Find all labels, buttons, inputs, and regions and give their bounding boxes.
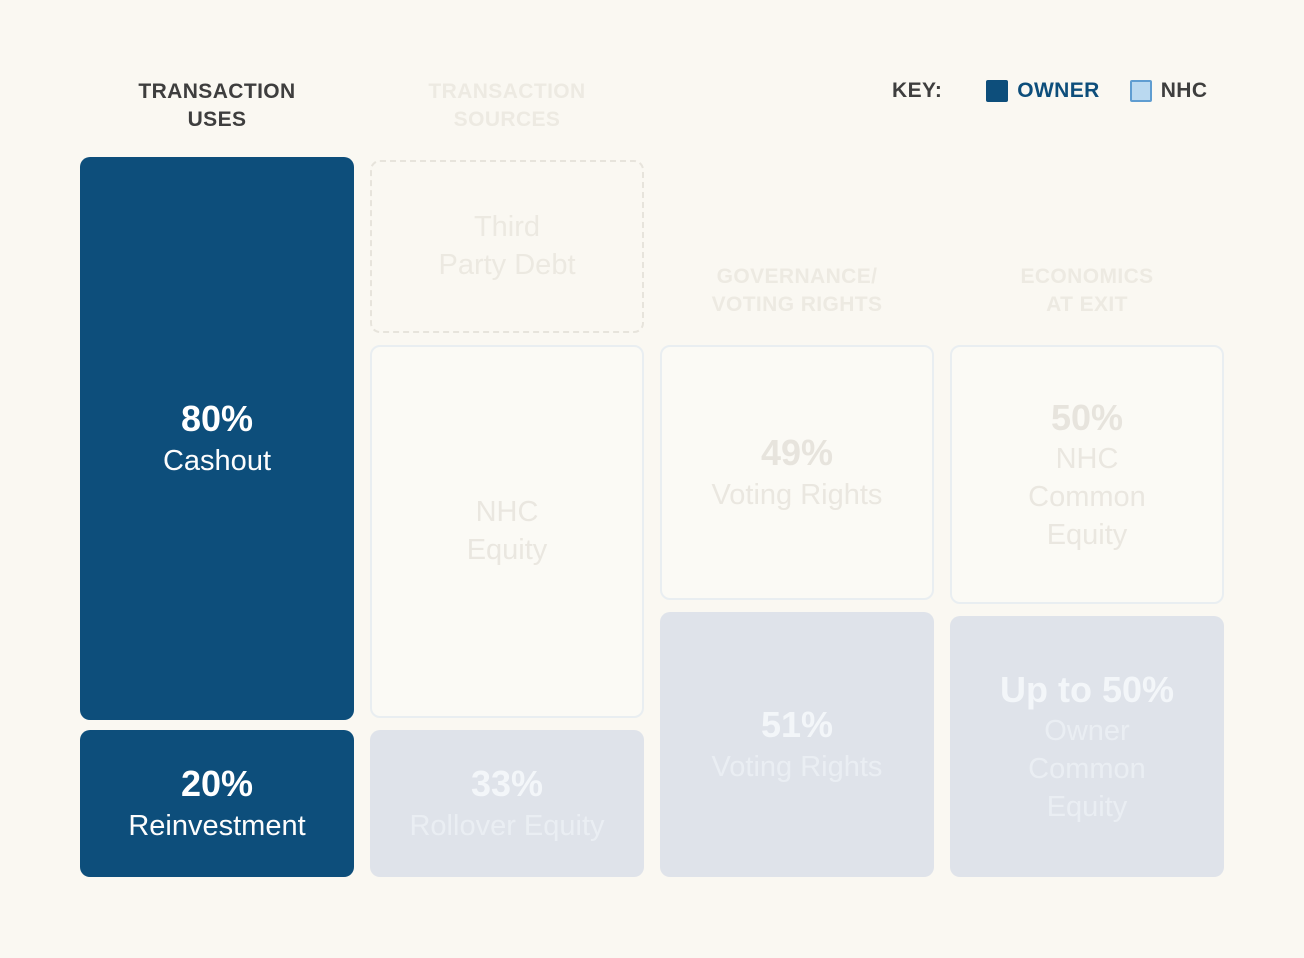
block-reinvestment: 20% Reinvestment <box>80 730 354 877</box>
column-header-economics-at-exit: ECONOMICS AT EXIT <box>1020 265 1154 317</box>
legend-nhc-label: NHC <box>1160 79 1208 102</box>
block-owner-voting-rights-value: 51% <box>760 704 834 746</box>
block-owner-voting-rights-label: Voting Rights <box>711 751 883 784</box>
block-rollover-equity-value: 33% <box>470 763 544 805</box>
block-nhc-equity-label: NHC Equity <box>466 495 548 566</box>
block-nhc-voting-rights-label: Voting Rights <box>711 479 883 512</box>
column-header-transaction-uses: TRANSACTION USES <box>138 80 296 132</box>
block-reinvestment-value: 20% <box>180 763 254 805</box>
block-third-party-debt: Third Party Debt <box>370 160 644 333</box>
block-nhc-voting-rights: 49% Voting Rights <box>660 345 934 600</box>
block-owner-common-equity-label: Owner Common Equity <box>1028 715 1146 823</box>
block-owner-common-equity-value: Up to 50% <box>999 668 1175 710</box>
block-owner-voting-rights: 51% Voting Rights <box>660 612 934 877</box>
block-rollover-equity: 33% Rollover Equity <box>370 730 644 877</box>
block-owner-common-equity: Up to 50% Owner Common Equity <box>950 616 1224 877</box>
block-cashout: 80% Cashout <box>80 157 354 720</box>
block-reinvestment-label: Reinvestment <box>128 810 306 843</box>
block-nhc-equity: NHC Equity <box>370 345 644 718</box>
legend-title: KEY: <box>892 79 943 102</box>
legend-item-owner: OWNER <box>986 79 1100 103</box>
block-third-party-debt-label: Third Party Debt <box>438 210 576 281</box>
legend-item-nhc: NHC <box>1129 79 1208 103</box>
nhc-swatch-icon <box>1129 80 1152 102</box>
block-nhc-common-equity-value: 50% <box>1050 396 1124 438</box>
block-nhc-common-equity: 50% NHC Common Equity <box>950 345 1224 604</box>
legend-owner-label: OWNER <box>1017 79 1100 102</box>
block-cashout-label: Cashout <box>162 445 271 478</box>
block-rollover-equity-label: Rollover Equity <box>409 810 605 843</box>
block-nhc-voting-rights-value: 49% <box>760 432 834 474</box>
column-header-governance-voting-rights: GOVERNANCE/ VOTING RIGHTS <box>711 265 883 317</box>
owner-swatch-icon <box>986 80 1009 102</box>
block-nhc-common-equity-label: NHC Common Equity <box>1028 443 1146 551</box>
column-header-transaction-sources: TRANSACTION SOURCES <box>428 80 586 132</box>
legend: KEY: OWNER NHC <box>892 79 1207 103</box>
block-cashout-value: 80% <box>180 398 254 440</box>
